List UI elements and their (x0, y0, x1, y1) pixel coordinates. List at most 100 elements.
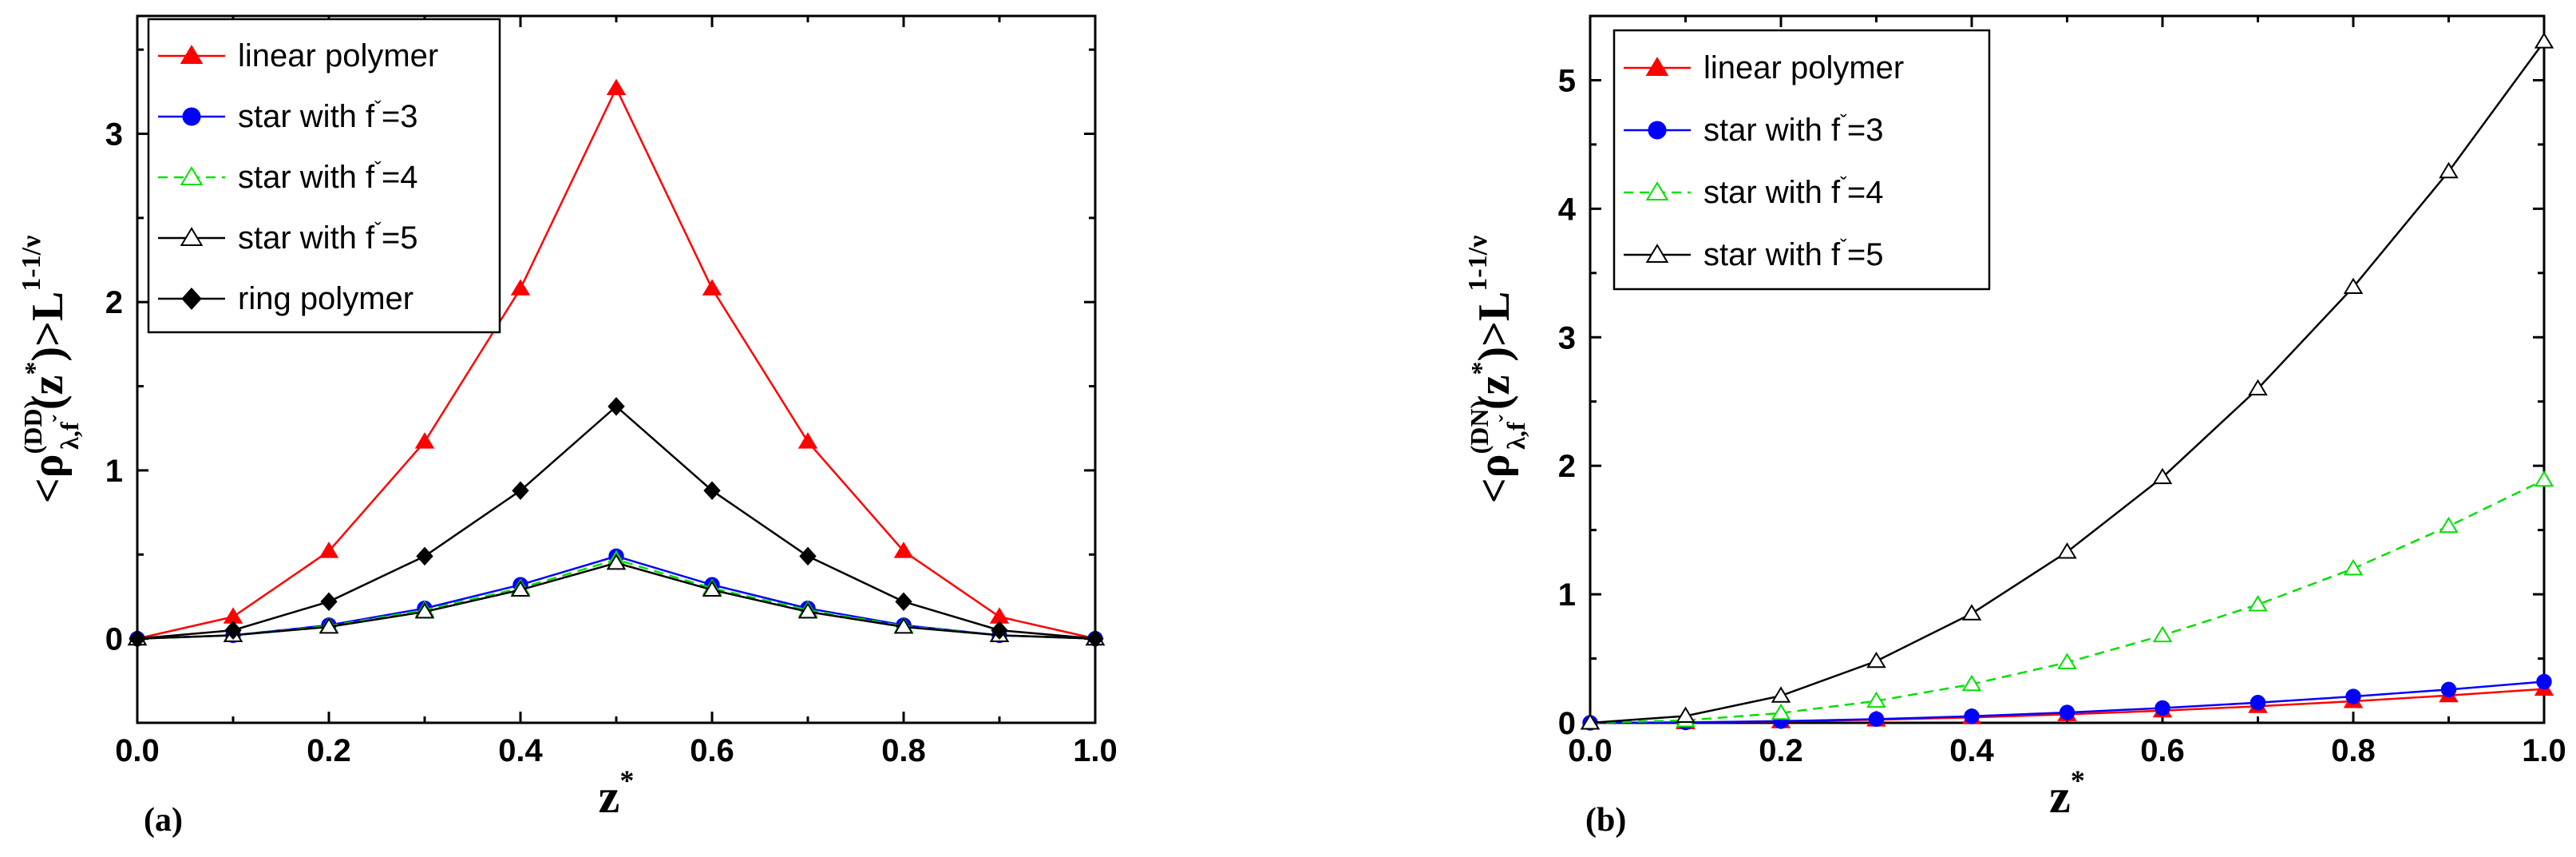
data-point (1580, 713, 1601, 730)
x-axis-label: z* (599, 764, 635, 823)
data-point (2057, 653, 2077, 669)
data-point (2534, 470, 2554, 487)
y-label-subscript-mark: ˇ (1496, 414, 1521, 422)
legend-label-mark: ˇ (374, 218, 382, 242)
y-label-paren-close: )>L (1470, 292, 1519, 362)
x-tick-label: 0.8 (2331, 733, 2376, 768)
legend-box (1612, 29, 1991, 291)
data-point (129, 629, 146, 649)
legend-label-mark: ˇ (374, 157, 382, 181)
data-point (989, 607, 1010, 624)
data-point (2536, 673, 2552, 690)
series-3 (1580, 470, 2554, 730)
legend-entry: star with fˇ=3 (1624, 110, 1883, 148)
legend-label: star with fˇ=5 (1703, 235, 1883, 272)
y-label-rho: ρ (1470, 454, 1519, 478)
legend-label: star with fˇ=4 (1703, 173, 1883, 210)
y-label-star: * (1466, 362, 1496, 375)
y-tick-label: 1 (1558, 577, 1576, 613)
y-label-lt: < (1470, 478, 1519, 503)
y-axis-label: <ρ(DN) λ,fˇ (z*)>L1-1/ν (1463, 236, 1530, 504)
data-point (797, 432, 818, 449)
data-point (895, 592, 912, 612)
legend-marker (181, 288, 202, 310)
legend-entry: star with fˇ=5 (1624, 235, 1883, 272)
legend-label: star with fˇ=3 (1703, 110, 1883, 148)
data-point (320, 592, 338, 612)
legend-label-main: ring polymer (238, 281, 414, 316)
y-axis-label: <ρ(DD) λ,fˇ (z*)>L1-1/ν (17, 236, 84, 504)
y-label-subscript: λ,f (55, 422, 84, 450)
series-line (1589, 478, 2545, 724)
legend-marker (1645, 57, 1669, 76)
series-group (1580, 32, 2554, 731)
legend-label: star with fˇ=5 (238, 218, 417, 256)
data-point (1771, 703, 1791, 720)
legend-label-main: star with f (1703, 237, 1841, 272)
y-tick-label: 4 (1558, 192, 1577, 227)
x-tick-label: 0.0 (1568, 733, 1612, 768)
legend-label-tail: =4 (382, 160, 418, 195)
data-point (2345, 688, 2361, 704)
data-point (607, 397, 625, 416)
y-label-subscript-mark: ˇ (49, 414, 74, 422)
legend-marker (180, 166, 204, 185)
data-point (2152, 467, 2173, 485)
data-point (416, 546, 433, 566)
legend-label-main: star with f (1703, 113, 1841, 148)
legend-entry: linear polymer (158, 38, 438, 73)
panel-label: (b) (1585, 802, 1626, 839)
series-4 (127, 553, 1106, 646)
series-line (137, 561, 1096, 640)
series-5 (129, 397, 1104, 649)
data-point (414, 601, 435, 619)
legend-marker (1645, 181, 1669, 200)
legend-marker (182, 107, 201, 126)
data-point (223, 607, 243, 624)
data-point (991, 621, 1008, 640)
x-tick-label: 0.2 (307, 733, 351, 768)
legend-marker (1645, 244, 1669, 263)
legend-label-main: star with f (238, 160, 375, 195)
series-line (137, 405, 1096, 640)
data-point (2248, 595, 2268, 612)
legend-label-tail: =4 (1847, 175, 1884, 210)
data-point (703, 481, 721, 500)
legend-entry: ring polymer (158, 281, 414, 316)
legend-label-tail: =5 (382, 220, 418, 256)
series-group (127, 78, 1106, 649)
data-point (702, 279, 722, 296)
x-label-superscript: * (619, 764, 634, 796)
y-tick-label: 3 (1558, 320, 1576, 355)
legend-label-main: linear polymer (1703, 50, 1904, 85)
legend-label-mark: ˇ (1840, 173, 1847, 196)
data-point (224, 621, 242, 640)
data-point (1086, 629, 1104, 649)
legend-label-tail: =3 (382, 99, 418, 134)
data-point (2534, 32, 2554, 49)
data-point (510, 279, 531, 296)
legend-label-mark: ˇ (374, 97, 382, 121)
y-label-exponent: 1-1/ν (1463, 236, 1493, 292)
panel-a: 0.0 0.2 0.4 0.6 0.8 1.0 0 1 2 3 linear polymer star… (17, 14, 1118, 839)
x-tick-label: 1.0 (1073, 733, 1118, 768)
data-point (1964, 708, 1980, 724)
y-tick-label: 0 (105, 622, 123, 657)
legend-label-mark: ˇ (1840, 235, 1847, 259)
data-point (2248, 379, 2268, 396)
data-point (510, 580, 531, 597)
x-tick-label: 0.4 (1949, 733, 1994, 768)
x-tick-label: 0.6 (2140, 733, 2185, 768)
y-label-star: * (20, 362, 49, 375)
data-point (606, 553, 627, 570)
data-point (893, 617, 914, 634)
panel-b: 0.0 0.2 0.4 0.6 0.8 1.0 0 1 2 3 4 5 linear polymer st… (1463, 14, 2566, 839)
data-point (2343, 558, 2364, 576)
x-axis-label: z* (2049, 764, 2085, 823)
data-point (893, 542, 914, 558)
legend-entry: star with fˇ=4 (1624, 173, 1883, 210)
series-4 (1580, 32, 2554, 730)
y-tick-label: 5 (1558, 63, 1576, 98)
